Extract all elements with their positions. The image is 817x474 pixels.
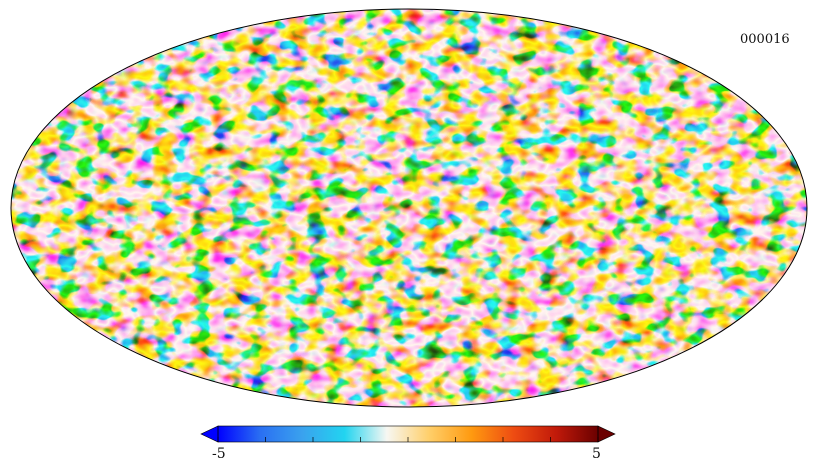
colorbar xyxy=(200,425,616,443)
colorbar-extend-max xyxy=(597,425,616,443)
colorbar-min-label: -5 xyxy=(212,446,226,462)
colorbar-max-label: 5 xyxy=(592,446,601,462)
map-outline xyxy=(10,8,808,408)
colorbar-ticks xyxy=(217,437,599,442)
colorbar-extend-min xyxy=(200,425,219,443)
map-id-label: 000016 xyxy=(740,32,790,47)
